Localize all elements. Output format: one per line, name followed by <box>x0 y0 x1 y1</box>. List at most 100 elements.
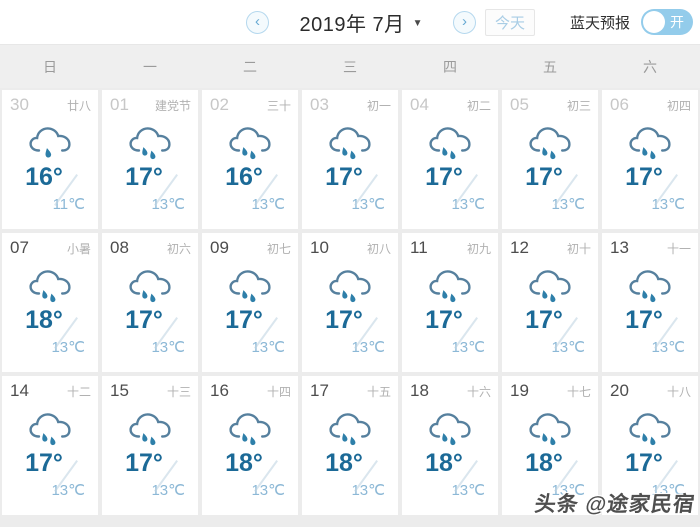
weekday-label: 五 <box>543 58 557 75</box>
calendar-day-cell[interactable]: 08 初六 17° 13℃ <box>102 233 198 372</box>
high-temp: 17° <box>425 163 463 191</box>
lunar-label: 初六 <box>166 242 191 256</box>
low-temp: 13℃ <box>451 196 485 213</box>
high-temp: 18° <box>325 449 363 477</box>
calendar-day-cell[interactable]: 10 初八 17° 13℃ <box>302 233 398 372</box>
high-temp: 17° <box>125 306 163 334</box>
calendar-day-cell[interactable]: 02 三十 16° 13℃ <box>202 90 298 229</box>
calendar-day-cell[interactable]: 07 小暑 18° 13℃ <box>2 233 98 372</box>
rain-cloud-icon <box>2 266 98 306</box>
low-temp: 13℃ <box>451 482 485 499</box>
calendar-day-cell[interactable]: 13 十一 17° 13℃ <box>602 233 698 372</box>
rain-cloud-icon <box>102 123 198 163</box>
low-temp: 13℃ <box>651 482 685 499</box>
calendar-day-cell[interactable]: 05 初三 17° 13℃ <box>502 90 598 229</box>
month-selector[interactable]: 2019年 7月 ▼ <box>295 8 427 37</box>
lunar-label: 十二 <box>66 385 91 399</box>
lunar-label: 初三 <box>566 99 591 113</box>
low-temp: 13℃ <box>51 339 85 356</box>
low-temp: 13℃ <box>351 482 385 499</box>
low-temp: 13℃ <box>251 339 285 356</box>
today-button[interactable]: 今天 <box>485 8 536 36</box>
day-number: 18 <box>410 381 429 400</box>
low-temp: 13℃ <box>251 196 285 213</box>
day-number: 03 <box>310 95 329 114</box>
day-number: 20 <box>610 381 629 400</box>
rain-cloud-icon <box>502 409 598 449</box>
calendar-day-cell[interactable]: 04 初二 17° 13℃ <box>402 90 498 229</box>
low-temp: 13℃ <box>651 339 685 356</box>
low-temp: 13℃ <box>151 339 185 356</box>
lunar-label: 三十 <box>266 99 291 113</box>
weekday-label: 一 <box>143 58 157 75</box>
prev-month-button[interactable]: ‹ <box>246 10 269 34</box>
toggle-knob-icon <box>643 11 666 33</box>
rain-cloud-icon <box>202 266 298 306</box>
calendar-day-cell[interactable]: 18 十六 18° 13℃ <box>402 376 498 515</box>
calendar-day-cell[interactable]: 17 十五 18° 13℃ <box>302 376 398 515</box>
day-number: 02 <box>210 95 229 114</box>
calendar-day-cell[interactable]: 11 初九 17° 13℃ <box>402 233 498 372</box>
blue-sky-forecast-label: 蓝天预报 <box>570 14 631 32</box>
high-temp: 18° <box>225 449 263 477</box>
rain-cloud-icon <box>502 266 598 306</box>
calendar-day-cell[interactable]: 12 初十 17° 13℃ <box>502 233 598 372</box>
low-temp: 13℃ <box>351 339 385 356</box>
weekday-label: 二 <box>243 58 257 75</box>
day-number: 01 <box>110 95 129 114</box>
day-number: 30 <box>10 95 29 114</box>
weekday-label: 四 <box>443 58 457 75</box>
calendar-day-cell[interactable]: 06 初四 17° 13℃ <box>602 90 698 229</box>
calendar-header: ‹ 2019年 7月 ▼ › 今天 蓝天预报 开 <box>0 0 700 45</box>
low-temp: 13℃ <box>551 339 585 356</box>
calendar-day-cell[interactable]: 14 十二 17° 13℃ <box>2 376 98 515</box>
day-number: 17 <box>310 381 329 400</box>
high-temp: 17° <box>325 163 363 191</box>
high-temp: 17° <box>625 163 663 191</box>
calendar-day-cell[interactable]: 19 十七 18° 13℃ <box>502 376 598 515</box>
day-number: 15 <box>110 381 129 400</box>
low-temp: 13℃ <box>351 196 385 213</box>
day-number: 08 <box>110 238 129 257</box>
high-temp: 17° <box>25 449 63 477</box>
high-temp: 17° <box>525 306 563 334</box>
day-number: 16 <box>210 381 229 400</box>
blue-sky-toggle[interactable]: 开 <box>641 9 694 35</box>
day-number: 04 <box>410 95 429 114</box>
high-temp: 17° <box>325 306 363 334</box>
calendar-day-cell[interactable]: 15 十三 17° 13℃ <box>102 376 198 515</box>
next-month-button[interactable]: › <box>453 10 476 34</box>
high-temp: 17° <box>625 306 663 334</box>
day-number: 11 <box>410 238 428 257</box>
calendar-day-cell[interactable]: 03 初一 17° 13℃ <box>302 90 398 229</box>
rain-cloud-icon <box>302 123 398 163</box>
calendar-day-cell[interactable]: 09 初七 17° 13℃ <box>202 233 298 372</box>
weekday-header-row: 日 一 二 三 四 五 六 <box>0 45 700 88</box>
rain-cloud-icon <box>402 266 498 306</box>
high-temp: 17° <box>425 306 463 334</box>
rain-cloud-icon <box>602 409 698 449</box>
high-temp: 18° <box>25 306 63 334</box>
rain-cloud-icon <box>602 123 698 163</box>
day-number: 14 <box>10 381 29 400</box>
calendar-day-cell[interactable]: 16 十四 18° 13℃ <box>202 376 298 515</box>
chevron-down-icon: ▼ <box>412 17 423 29</box>
lunar-label: 初七 <box>266 242 291 256</box>
rain-cloud-icon <box>302 266 398 306</box>
rain-cloud-icon <box>502 123 598 163</box>
lunar-label: 十四 <box>266 385 291 399</box>
low-temp: 11℃ <box>52 196 85 213</box>
lunar-label: 十三 <box>166 385 191 399</box>
rain-cloud-icon <box>602 266 698 306</box>
weekday-label: 三 <box>343 58 357 75</box>
calendar-grid: 30 廿八 16° 11℃ 01 建党节 17° 13℃ <box>0 88 700 517</box>
calendar-day-cell[interactable]: 30 廿八 16° 11℃ <box>2 90 98 229</box>
low-temp: 13℃ <box>151 196 185 213</box>
low-temp: 13℃ <box>551 196 585 213</box>
high-temp: 18° <box>425 449 463 477</box>
low-temp: 13℃ <box>151 482 185 499</box>
day-number: 06 <box>610 95 629 114</box>
calendar-day-cell[interactable]: 20 十八 17° 13℃ <box>602 376 698 515</box>
calendar-day-cell[interactable]: 01 建党节 17° 13℃ <box>102 90 198 229</box>
day-number: 09 <box>210 238 229 257</box>
